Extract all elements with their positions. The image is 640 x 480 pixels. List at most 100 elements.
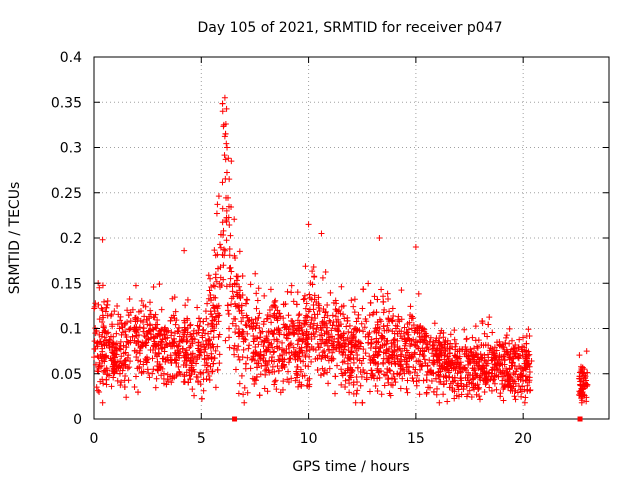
data-point (105, 329, 112, 336)
data-point (125, 377, 132, 384)
data-point (223, 283, 230, 290)
data-point (264, 336, 271, 343)
data-point (340, 330, 347, 337)
data-point (233, 289, 240, 296)
data-point (117, 382, 124, 389)
data-point (279, 339, 286, 346)
data-point (346, 380, 353, 387)
data-point (306, 294, 313, 301)
data-point (496, 341, 503, 348)
data-point (244, 314, 251, 321)
data-point (143, 316, 150, 323)
data-point (181, 324, 188, 331)
data-point (241, 384, 248, 391)
data-point (346, 373, 353, 380)
data-point (158, 327, 165, 334)
data-point (102, 337, 109, 344)
data-point (289, 329, 296, 336)
data-point (150, 335, 157, 342)
data-point (208, 354, 215, 361)
data-point (491, 354, 498, 361)
data-point (135, 357, 142, 364)
data-point (520, 334, 527, 341)
data-point (184, 315, 191, 322)
data-point (517, 376, 524, 383)
data-point (389, 328, 396, 335)
data-point (168, 379, 175, 386)
data-point (388, 317, 395, 324)
data-point (297, 357, 304, 364)
data-point (380, 323, 387, 330)
x-axis-label: GPS time / hours (292, 459, 409, 475)
data-point (471, 386, 478, 393)
data-point (502, 340, 509, 347)
data-point (295, 337, 302, 344)
data-point (510, 345, 517, 352)
data-point (296, 311, 303, 318)
data-point (449, 386, 456, 393)
data-point (382, 372, 389, 379)
data-point (257, 348, 264, 355)
data-point (114, 377, 121, 384)
data-point (301, 295, 308, 302)
data-point (394, 346, 401, 353)
data-point (294, 371, 301, 378)
data-point (228, 295, 235, 302)
data-point (373, 329, 380, 336)
data-point (326, 365, 333, 372)
data-point (392, 379, 399, 386)
data-point (486, 314, 493, 321)
data-point (404, 377, 411, 384)
data-point (119, 323, 126, 330)
data-point (452, 340, 459, 347)
data-point (503, 332, 510, 339)
data-point (446, 345, 453, 352)
y-axis-label: SRMTID / TECUs (7, 182, 23, 295)
data-point (134, 318, 141, 325)
data-point (133, 353, 140, 360)
data-point (488, 351, 495, 358)
y-tick-label: 0.05 (51, 367, 82, 383)
data-point (518, 370, 525, 377)
data-point (366, 353, 373, 360)
data-point (220, 262, 227, 269)
zero-marker (577, 416, 583, 422)
data-point (194, 374, 201, 381)
data-point (205, 272, 212, 279)
data-point (207, 275, 214, 282)
data-point (232, 316, 239, 323)
data-point (167, 352, 174, 359)
data-point (195, 339, 202, 346)
data-point (374, 319, 381, 326)
data-point (415, 290, 422, 297)
data-point (271, 310, 278, 317)
data-point (444, 341, 451, 348)
data-point (263, 360, 270, 367)
data-point (172, 321, 179, 328)
data-point (213, 210, 220, 217)
data-point (350, 331, 357, 338)
data-point (315, 344, 322, 351)
data-point (165, 327, 172, 334)
data-point (386, 366, 393, 373)
data-point (294, 364, 301, 371)
data-point (311, 273, 318, 280)
data-point (232, 329, 239, 336)
data-point (335, 335, 342, 342)
data-point (132, 282, 139, 289)
data-point (352, 337, 359, 344)
data-point (306, 375, 313, 382)
data-point (402, 340, 409, 347)
data-point (431, 320, 438, 327)
data-point (392, 361, 399, 368)
data-point (346, 389, 353, 396)
data-point (388, 381, 395, 388)
data-point (275, 367, 282, 374)
data-point (340, 348, 347, 355)
data-point (220, 276, 227, 283)
data-point (426, 357, 433, 364)
data-point (267, 286, 274, 293)
data-point (326, 317, 333, 324)
data-point (335, 319, 342, 326)
data-point (168, 360, 175, 367)
